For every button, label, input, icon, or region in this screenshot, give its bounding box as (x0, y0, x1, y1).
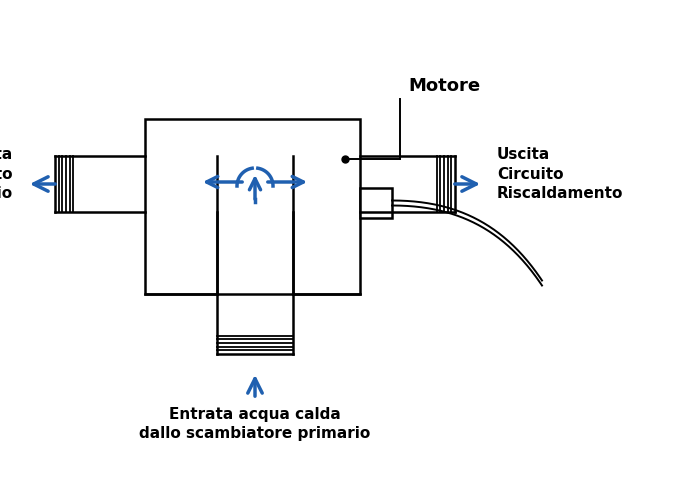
Text: Entrata acqua calda
dallo scambiatore primario: Entrata acqua calda dallo scambiatore pr… (139, 407, 370, 441)
Text: Motore: Motore (408, 77, 480, 95)
Bar (360, 188, 392, 218)
Text: Uscita
Circuito
Riscaldamento: Uscita Circuito Riscaldamento (497, 148, 624, 201)
Bar (145, 119, 360, 294)
Text: Uscita
Circuito
Sanitario: Uscita Circuito Sanitario (0, 148, 13, 201)
